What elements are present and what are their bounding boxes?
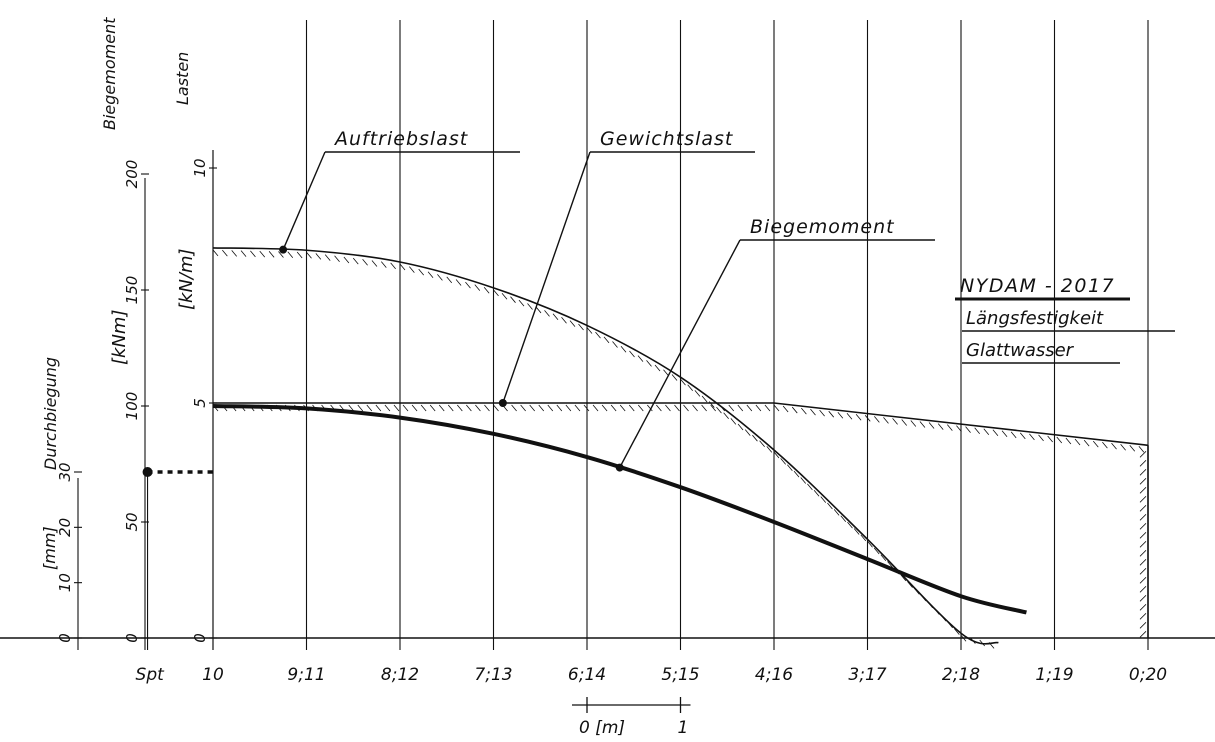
y-tick-label: 200 bbox=[123, 160, 141, 189]
x-tick-label: 4;16 bbox=[755, 665, 793, 685]
labels: Spt 10 9;11 8;12 7;13 6;14 5;15 4;16 3;17 2;18 1;1… bbox=[40, 17, 1167, 738]
title-block: NYDAM - 2017 Längsfestigkeit Glattwasser bbox=[955, 275, 1175, 364]
leader-biegemoment-label: Biegemoment bbox=[750, 216, 895, 238]
subtitle-line-1: Längsfestigkeit bbox=[966, 308, 1104, 329]
series-gewichtslast-end-hatch bbox=[1139, 451, 1147, 638]
series-auftriebslast-hatch bbox=[212, 249, 995, 649]
x-tick-label: 1;19 bbox=[1035, 665, 1073, 685]
leader-gewichtslast-leader bbox=[502, 151, 591, 404]
x-tick-label: 9;11 bbox=[287, 665, 325, 685]
y-tick-label: 0 bbox=[123, 633, 141, 643]
series bbox=[142, 247, 1149, 649]
leader-gewichtslast-label: Gewichtslast bbox=[600, 128, 734, 150]
y-tick-label: 150 bbox=[123, 276, 141, 305]
leader-biegemoment-leader bbox=[619, 239, 741, 468]
x-tick-label: 3;17 bbox=[848, 665, 886, 685]
subtitle-line-2: Glattwasser bbox=[966, 340, 1075, 361]
y-tick-label: 0 bbox=[56, 633, 74, 643]
y-tick-label: 10 bbox=[191, 158, 209, 177]
x-tick-label: 0;20 bbox=[1129, 665, 1167, 685]
leader-gewichtslast-anchor bbox=[498, 399, 507, 407]
leader-auftriebslast-label: Auftriebslast bbox=[333, 128, 469, 150]
y-axis-unit-durchbiegung: [mm] bbox=[40, 526, 59, 570]
scale-bar-label: 0 [m] bbox=[579, 718, 625, 738]
axes bbox=[0, 150, 1215, 713]
y-axis-title-durchbiegung: Durchbiegung bbox=[41, 357, 60, 470]
y-tick-label: 10 bbox=[56, 573, 74, 592]
y-axis-unit-biegemoment: [kNm] bbox=[109, 310, 130, 365]
scale-bar-end-label: 1 bbox=[678, 718, 689, 738]
x-tick-label: 6;14 bbox=[568, 665, 606, 685]
y-tick-label: 100 bbox=[123, 392, 141, 421]
grid bbox=[212, 20, 1149, 650]
series-durchbiegung-point bbox=[142, 467, 153, 477]
series-auftriebslast-line bbox=[212, 247, 999, 645]
x-tick-label: 8;12 bbox=[381, 665, 419, 685]
y-axis-title-biegemoment: Biegemoment bbox=[100, 17, 119, 130]
chart-title: NYDAM - 2017 bbox=[960, 275, 1115, 297]
y-tick-label: 50 bbox=[123, 512, 141, 531]
y-axis-unit-lasten: [kN/m] bbox=[176, 248, 197, 310]
series-gewichtslast-line bbox=[213, 402, 1149, 447]
x-tick-label: 5;15 bbox=[661, 665, 699, 685]
series-auftriebslast-hatch-strokes bbox=[212, 249, 995, 649]
y-axis-title-lasten: Lasten bbox=[173, 52, 192, 105]
y-tick-label: 0 bbox=[191, 633, 209, 643]
series-biegemoment-line bbox=[212, 404, 1027, 615]
leader-auftriebslast-leader bbox=[282, 151, 326, 250]
x-tick-label: 10 bbox=[202, 665, 224, 685]
leader-biegemoment-anchor bbox=[615, 463, 624, 472]
x-tick-label-spt: Spt bbox=[136, 665, 166, 685]
y-tick-label: 5 bbox=[191, 398, 209, 408]
y-tick-label: 20 bbox=[56, 518, 74, 537]
leader-auftriebslast-anchor bbox=[279, 245, 288, 254]
y-tick-label: 30 bbox=[56, 462, 74, 481]
x-tick-label: 7;13 bbox=[474, 665, 512, 685]
x-tick-label: 2;18 bbox=[942, 665, 980, 685]
